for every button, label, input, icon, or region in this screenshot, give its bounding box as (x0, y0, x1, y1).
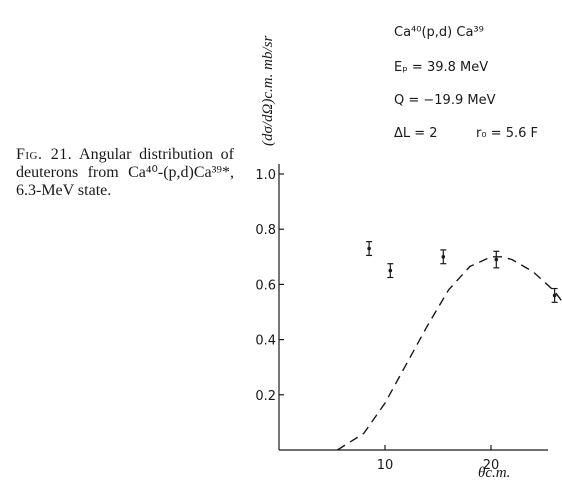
caption-text: Angular distribution of deuterons from C… (16, 146, 234, 199)
figure-label: Fig. 21. (16, 146, 73, 163)
annotation-q-value: Q = −19.9 MeV (394, 93, 496, 108)
annotation-delta-l: ΔL = 2 (394, 126, 438, 141)
data-point-marker (388, 268, 393, 273)
fit-curve-dashed (336, 256, 562, 451)
annotation-reaction: Ca⁴⁰(p,d) Ca³⁹ (394, 25, 484, 40)
y-tick-label: 0.6 (255, 278, 276, 293)
y-tick-label: 1.0 (255, 168, 276, 183)
figure-caption: Fig. 21. Angular distribution of deutero… (16, 146, 234, 200)
axis-ticks: 102030400.20.40.60.81.0 (255, 168, 500, 473)
x-tick-label: 20 (483, 458, 500, 473)
y-axis-label-text: (dσ/dΩ)c.m. mb/sr (260, 36, 276, 146)
y-tick-label: 0.2 (255, 389, 276, 404)
annotation-energy: Eₚ = 39.8 MeV (394, 60, 488, 75)
data-point (366, 241, 373, 257)
y-tick-label: 0.8 (255, 223, 276, 238)
y-tick-label: 0.4 (255, 334, 276, 349)
data-point-marker (494, 257, 499, 262)
data-point-marker (441, 254, 446, 259)
x-axis-label: θc.m. (478, 465, 510, 481)
y-axis-label: (dσ/dΩ)c.m. mb/sr (260, 36, 276, 146)
data-point (551, 287, 558, 303)
annotation-radius: r₀ = 5.6 F (476, 126, 538, 141)
data-points (366, 241, 558, 303)
data-point (493, 250, 500, 269)
data-point-marker (367, 246, 371, 251)
x-tick-label: 10 (377, 458, 394, 473)
data-point-marker (552, 293, 557, 298)
data-point (387, 263, 394, 279)
data-point (440, 249, 447, 265)
